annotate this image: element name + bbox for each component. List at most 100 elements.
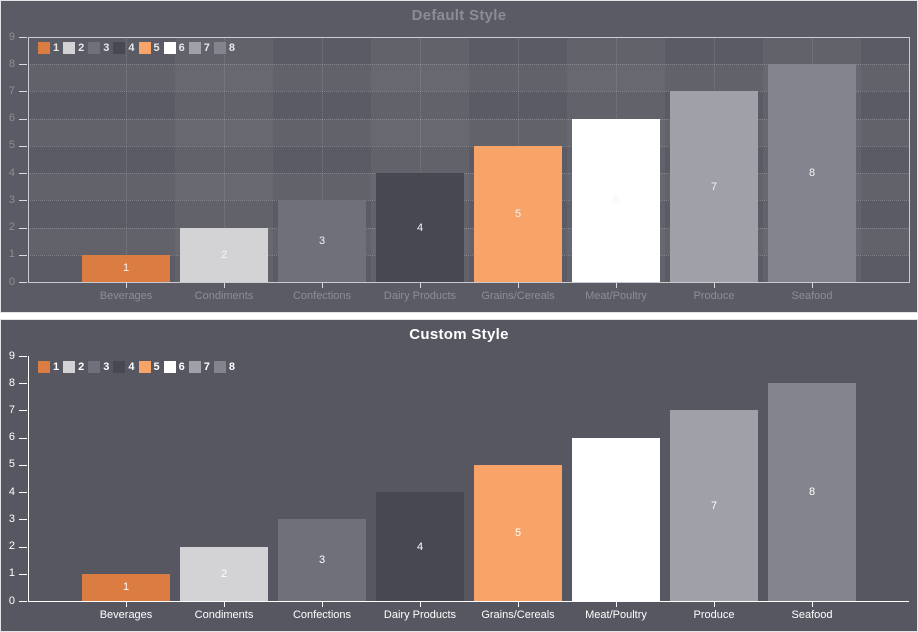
legend-item-1[interactable]: 1	[38, 42, 59, 54]
bar-produce[interactable]: 7	[670, 91, 758, 282]
x-axis-tick	[616, 283, 617, 288]
y-axis-tick	[19, 601, 27, 602]
legend-item-6[interactable]: 6	[163, 42, 185, 54]
legend-label: 3	[103, 42, 110, 54]
x-axis-label-meat-poultry: Meat/Poultry	[585, 290, 647, 302]
y-axis-tick	[19, 227, 27, 229]
legend-label: 7	[203, 42, 210, 54]
x-axis-label-beverages: Beverages	[99, 290, 153, 302]
bar-dairy-products[interactable]: 4	[376, 492, 464, 601]
legend-item-5[interactable]: 5	[138, 361, 160, 373]
y-axis-label: 3	[8, 193, 15, 206]
y-axis-tick	[19, 464, 27, 466]
legend: 1 2 3 4 5 6 7 8	[38, 361, 239, 373]
y-axis-label: 2	[8, 540, 15, 553]
x-axis-tick	[812, 602, 813, 607]
gridline-horizontal	[28, 145, 909, 147]
x-axis-tick	[714, 283, 715, 288]
bar-condiments[interactable]: 2	[180, 227, 268, 282]
y-axis-tick	[19, 410, 27, 412]
gridline-horizontal	[28, 37, 909, 38]
bar-value-label: 4	[416, 221, 424, 234]
chart-panel-custom-style: Custom Style 0 1 2 3 4 5 6 7 8 9 1 2 3 4 5 6 7 8 Beverages…	[0, 319, 918, 632]
x-axis-line	[28, 601, 909, 602]
legend-swatch	[63, 42, 76, 54]
y-axis-label: 3	[8, 512, 15, 525]
legend-item-7[interactable]: 7	[188, 42, 210, 54]
legend-swatch	[188, 42, 201, 54]
legend-item-8[interactable]: 8	[213, 361, 235, 373]
bar-condiments[interactable]: 2	[180, 546, 268, 601]
legend-item-3[interactable]: 3	[88, 361, 109, 373]
y-axis-label: 9	[8, 349, 15, 362]
legend-label: 3	[103, 361, 110, 373]
y-axis-tick	[19, 356, 27, 357]
legend-label: 8	[228, 42, 235, 54]
bar-seafood[interactable]: 8	[768, 383, 856, 601]
legend-item-2[interactable]: 2	[63, 42, 84, 54]
bar-dairy-products[interactable]: 4	[376, 173, 464, 282]
y-axis-tick	[19, 437, 27, 439]
legend-label: 2	[78, 42, 85, 54]
gridline-horizontal	[28, 173, 909, 175]
bar-grains-cereals[interactable]: 5	[474, 145, 562, 282]
legend-item-4[interactable]: 4	[113, 361, 135, 373]
legend-item-8[interactable]: 8	[213, 42, 235, 54]
y-axis-label: 8	[8, 376, 15, 389]
bar-confections[interactable]: 3	[278, 200, 366, 282]
x-axis-label-dairy-products: Dairy Products	[383, 609, 457, 621]
legend-item-6[interactable]: 6	[163, 361, 185, 373]
legend-swatch	[138, 42, 151, 54]
y-axis-label: 0	[8, 594, 15, 607]
gridline-horizontal	[28, 227, 909, 229]
x-axis-label-seafood: Seafood	[791, 290, 833, 302]
x-axis-tick	[126, 283, 127, 288]
legend-item-1[interactable]: 1	[38, 361, 59, 373]
bar-beverages[interactable]: 1	[82, 573, 170, 601]
x-axis-tick	[420, 602, 421, 607]
bar-produce[interactable]: 7	[670, 410, 758, 601]
legend-item-2[interactable]: 2	[63, 361, 84, 373]
y-axis-label: 7	[8, 84, 15, 97]
y-axis-label: 1	[8, 567, 15, 580]
bar-confections[interactable]: 3	[278, 519, 366, 601]
x-axis-label-condiments: Condiments	[194, 609, 254, 621]
legend-label: 4	[128, 42, 135, 54]
y-axis-tick	[19, 64, 27, 66]
legend-item-4[interactable]: 4	[113, 42, 135, 54]
split-band-horizontal	[28, 118, 909, 146]
legend-label: 8	[228, 361, 235, 373]
x-axis-label-beverages: Beverages	[99, 609, 153, 621]
x-axis-label-grains-cereals: Grains/Cereals	[481, 609, 555, 621]
legend-label: 1	[53, 42, 60, 54]
legend-swatch	[163, 361, 176, 373]
y-axis-tick	[19, 573, 27, 575]
legend-item-3[interactable]: 3	[88, 42, 109, 54]
y-axis-tick	[19, 91, 27, 93]
bar-value-label: 4	[416, 540, 424, 553]
y-axis-tick	[19, 118, 27, 120]
legend-label: 6	[178, 361, 185, 373]
split-band-horizontal	[28, 173, 909, 201]
bar-meat-poultry[interactable]: 6	[572, 437, 660, 601]
x-axis-tick	[126, 602, 127, 607]
legend-item-7[interactable]: 7	[188, 361, 210, 373]
legend-label: 7	[203, 361, 210, 373]
bar-value-label: 8	[808, 486, 816, 499]
bar-seafood[interactable]: 8	[768, 64, 856, 282]
split-band-horizontal	[28, 64, 909, 92]
x-axis-tick	[518, 602, 519, 607]
legend-item-5[interactable]: 5	[138, 42, 160, 54]
y-axis-label: 9	[8, 30, 15, 43]
x-axis-tick	[616, 602, 617, 607]
legend-swatch	[113, 361, 126, 373]
y-axis-tick	[19, 145, 27, 147]
y-axis-label: 8	[8, 57, 15, 70]
bar-beverages[interactable]: 1	[82, 254, 170, 282]
bar-value-label: 2	[220, 248, 228, 261]
x-axis-label-produce: Produce	[693, 609, 735, 621]
bar-value-label: 5	[514, 526, 522, 539]
bar-grains-cereals[interactable]: 5	[474, 464, 562, 601]
bar-meat-poultry[interactable]: 6	[572, 118, 660, 282]
